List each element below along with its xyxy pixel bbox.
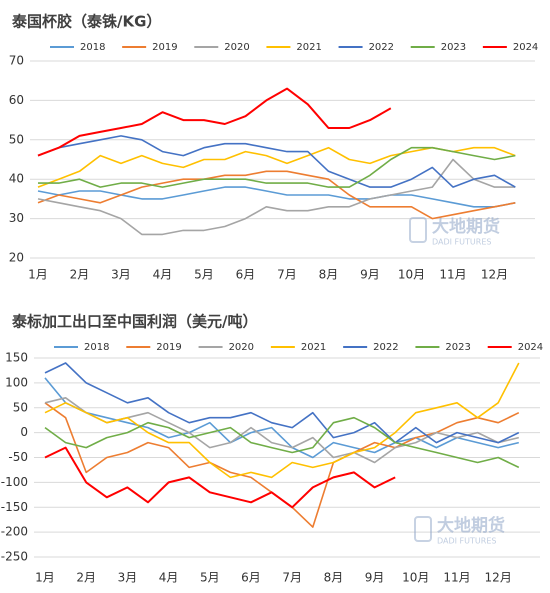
y-tick-label: -250 (1, 550, 28, 564)
x-tick-label: 6月 (236, 268, 256, 282)
series-line (44, 377, 519, 459)
x-tick-label: 3月 (118, 571, 138, 585)
x-tick-label: 11月 (439, 268, 466, 282)
legend-label: 2023 (441, 42, 466, 53)
x-tick-label: 8月 (324, 571, 344, 585)
legend-label: 2020 (229, 342, 254, 353)
series-line (37, 135, 516, 188)
series-line (44, 402, 520, 528)
x-tick-label: 1月 (28, 268, 48, 282)
x-tick-label: 3月 (111, 268, 131, 282)
series-line (37, 146, 516, 188)
legend-label: 2021 (301, 342, 326, 353)
y-tick-label: 50 (13, 400, 28, 414)
chart-title: 泰国杯胶（泰铢/KG） (11, 13, 161, 31)
legend-label: 2023 (445, 342, 470, 353)
x-tick-label: 4月 (159, 571, 179, 585)
series-line (44, 362, 520, 479)
legend-label: 2024 (518, 342, 543, 353)
x-tick-label: 5月 (194, 268, 214, 282)
chart-title: 泰标加工出口至中国利润（美元/吨） (11, 313, 257, 331)
legend-label: 2022 (369, 42, 394, 53)
y-tick-label: 70 (9, 54, 24, 68)
legend-label: 2018 (84, 342, 109, 353)
legend-label: 2021 (296, 42, 321, 53)
y-tick-label: 50 (9, 132, 24, 146)
x-tick-label: 9月 (365, 571, 385, 585)
watermark-logo (414, 516, 432, 542)
series-line (44, 362, 520, 444)
x-tick-label: 1月 (35, 571, 55, 585)
y-tick-label: -200 (1, 525, 28, 539)
y-tick-label: -150 (1, 500, 28, 514)
y-tick-label: 20 (9, 251, 24, 265)
y-tick-label: -100 (1, 475, 28, 489)
series-line (44, 416, 520, 469)
legend-label: 2018 (80, 42, 105, 53)
x-tick-label: 4月 (153, 268, 173, 282)
y-tick-label: 40 (9, 172, 24, 186)
x-tick-label: 5月 (200, 571, 220, 585)
legend-label: 2020 (224, 42, 249, 53)
series-line (37, 158, 516, 236)
x-tick-label: 9月 (360, 268, 380, 282)
watermark-subtext: DADI FUTURES (432, 238, 491, 247)
x-tick-label: 12月 (481, 268, 508, 282)
series-line (37, 87, 392, 157)
watermark-text: 大地期货 (437, 515, 505, 536)
legend-label: 2024 (513, 42, 538, 53)
x-tick-label: 7月 (277, 268, 297, 282)
y-tick-label: 60 (9, 93, 24, 107)
x-tick-label: 2月 (70, 268, 90, 282)
series-line (44, 446, 396, 509)
series-line (37, 170, 516, 220)
y-tick-label: -50 (8, 450, 28, 464)
x-tick-label: 10月 (402, 571, 429, 585)
legend-label: 2019 (156, 342, 181, 353)
x-tick-label: 10月 (398, 268, 425, 282)
x-tick-label: 6月 (241, 571, 261, 585)
series-line (37, 186, 516, 208)
y-tick-label: 150 (5, 351, 28, 365)
x-tick-label: 8月 (319, 268, 339, 282)
y-tick-label: 100 (5, 375, 28, 389)
x-tick-label: 7月 (282, 571, 302, 585)
y-tick-label: 30 (9, 211, 24, 225)
watermark-logo (409, 217, 427, 243)
legend-label: 2022 (373, 342, 398, 353)
series-line (38, 146, 516, 188)
watermark-text: 大地期货 (432, 216, 500, 237)
x-tick-label: 2月 (76, 571, 96, 585)
x-tick-label: 11月 (443, 571, 470, 585)
legend-label: 2019 (152, 42, 177, 53)
x-tick-label: 12月 (485, 571, 512, 585)
y-tick-label: 0 (20, 425, 28, 439)
watermark-subtext: DADI FUTURES (437, 537, 496, 546)
